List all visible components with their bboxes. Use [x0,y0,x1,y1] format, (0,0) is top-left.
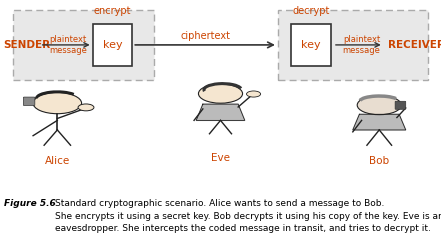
FancyBboxPatch shape [93,24,132,66]
Text: Standard cryptographic scenario. Alice wants to send a message to Bob.
She encry: Standard cryptographic scenario. Alice w… [55,199,441,233]
FancyBboxPatch shape [291,24,331,66]
Circle shape [33,93,82,114]
Text: Eve: Eve [211,153,230,163]
Text: Bob: Bob [369,157,389,167]
FancyBboxPatch shape [278,10,428,80]
Circle shape [247,91,261,97]
FancyBboxPatch shape [23,97,35,106]
FancyBboxPatch shape [13,10,154,80]
Text: Alice: Alice [45,157,70,167]
Text: RECEIVER: RECEIVER [389,40,441,50]
FancyBboxPatch shape [395,101,406,109]
Circle shape [357,96,401,115]
Text: key: key [103,40,122,50]
Text: Figure 5.6: Figure 5.6 [4,199,56,208]
Text: key: key [301,40,321,50]
Polygon shape [353,114,406,130]
Polygon shape [196,104,245,120]
Text: decrypt: decrypt [292,6,329,16]
Text: SENDER: SENDER [3,40,50,50]
Circle shape [78,104,94,111]
Text: plaintext
message: plaintext message [49,35,87,55]
Text: plaintext
message: plaintext message [343,35,381,55]
Text: ciphertext: ciphertext [180,31,230,41]
Text: encrypt: encrypt [93,6,131,16]
Circle shape [198,84,243,103]
